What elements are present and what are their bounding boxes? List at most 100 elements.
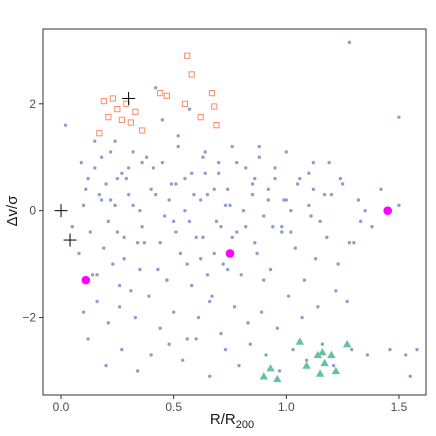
- dot-point: [349, 347, 354, 352]
- x-tick-label: 1.5: [391, 400, 408, 414]
- open-square-point: [157, 90, 164, 97]
- dot-point: [99, 198, 104, 202]
- dot-point: [228, 203, 232, 208]
- dot-point: [253, 176, 257, 181]
- dot-point: [93, 139, 97, 143]
- dot-point: [255, 251, 259, 256]
- dot-point: [106, 219, 111, 224]
- dot-point: [171, 310, 176, 314]
- cross-point: [63, 233, 77, 247]
- open-square-point: [184, 52, 191, 59]
- series-dot: [63, 40, 419, 378]
- x-axis-title-subscript: 200: [236, 419, 254, 431]
- dot-point: [352, 241, 356, 245]
- dot-point: [289, 208, 293, 213]
- dot-point: [158, 326, 162, 330]
- dot-point: [147, 294, 151, 298]
- dot-point: [131, 150, 135, 154]
- dot-point: [77, 251, 81, 256]
- dot-point: [171, 219, 176, 224]
- filled-circle-point: [383, 206, 393, 215]
- dot-point: [79, 160, 84, 165]
- dot-point: [250, 192, 255, 197]
- dot-point: [262, 214, 266, 218]
- dot-point: [295, 182, 300, 186]
- filled-triangle-point: [295, 337, 305, 345]
- dot-point: [253, 241, 257, 245]
- dot-point: [201, 235, 205, 240]
- dot-point: [226, 187, 230, 191]
- dot-point: [208, 374, 212, 378]
- dot-point: [304, 358, 309, 362]
- dot-point: [214, 219, 219, 224]
- dot-point: [185, 337, 189, 341]
- x-axis-title-main: R/R: [210, 411, 236, 428]
- dot-point: [232, 305, 237, 309]
- dot-point: [230, 235, 234, 240]
- dot-point: [165, 278, 169, 282]
- dot-point: [329, 192, 334, 197]
- dot-point: [133, 315, 138, 320]
- dot-point: [178, 251, 183, 256]
- dot-point: [217, 160, 221, 165]
- dot-point: [219, 331, 223, 336]
- filled-triangle-point: [259, 372, 268, 380]
- dot-point: [104, 182, 108, 186]
- dot-point: [93, 166, 97, 170]
- dot-point: [180, 358, 185, 362]
- dot-point: [223, 203, 228, 208]
- dot-point: [194, 337, 198, 341]
- dot-point: [167, 342, 171, 346]
- dot-point: [365, 353, 370, 357]
- dot-point: [192, 192, 196, 197]
- dot-point: [106, 321, 111, 325]
- dot-point: [126, 192, 131, 197]
- dot-point: [338, 176, 343, 181]
- dot-point: [271, 224, 275, 229]
- dot-point: [108, 198, 113, 202]
- dot-point: [174, 230, 178, 234]
- filled-triangle-point: [327, 350, 336, 359]
- dot-point: [235, 230, 239, 234]
- dot-point: [199, 198, 203, 202]
- dot-point: [226, 267, 230, 272]
- dot-point: [345, 299, 349, 304]
- dot-point: [142, 241, 147, 245]
- dot-point: [230, 144, 234, 149]
- dot-point: [280, 230, 284, 234]
- cross-point: [54, 204, 68, 218]
- filled-triangle-point: [320, 358, 329, 367]
- y-tick-label: −2: [22, 311, 36, 325]
- dot-point: [185, 262, 189, 266]
- dot-point: [347, 40, 352, 45]
- dot-point: [126, 166, 131, 170]
- dot-point: [262, 278, 266, 282]
- dot-point: [140, 160, 144, 165]
- dot-point: [289, 230, 293, 234]
- dot-point: [210, 294, 214, 298]
- dot-point: [257, 155, 261, 159]
- dot-point: [140, 224, 144, 229]
- open-square-point: [208, 90, 216, 97]
- open-square-point: [132, 108, 139, 115]
- series-filled-triangle: [259, 337, 352, 383]
- dot-point: [187, 219, 192, 224]
- dot-point: [88, 230, 93, 234]
- dot-point: [156, 267, 160, 272]
- filled-triangle-point: [266, 364, 275, 372]
- dot-point: [115, 230, 120, 234]
- open-square-point: [96, 130, 103, 137]
- open-square-point: [127, 119, 134, 126]
- dot-point: [124, 176, 129, 181]
- dot-point: [219, 224, 223, 229]
- open-square-point: [181, 100, 189, 107]
- dot-point: [149, 187, 153, 191]
- y-tick-label: 0: [29, 204, 36, 218]
- dot-point: [135, 369, 140, 373]
- dot-point: [347, 241, 352, 245]
- dot-point: [187, 107, 192, 111]
- dot-point: [223, 347, 228, 352]
- dot-point: [117, 283, 122, 288]
- dot-point: [203, 171, 207, 175]
